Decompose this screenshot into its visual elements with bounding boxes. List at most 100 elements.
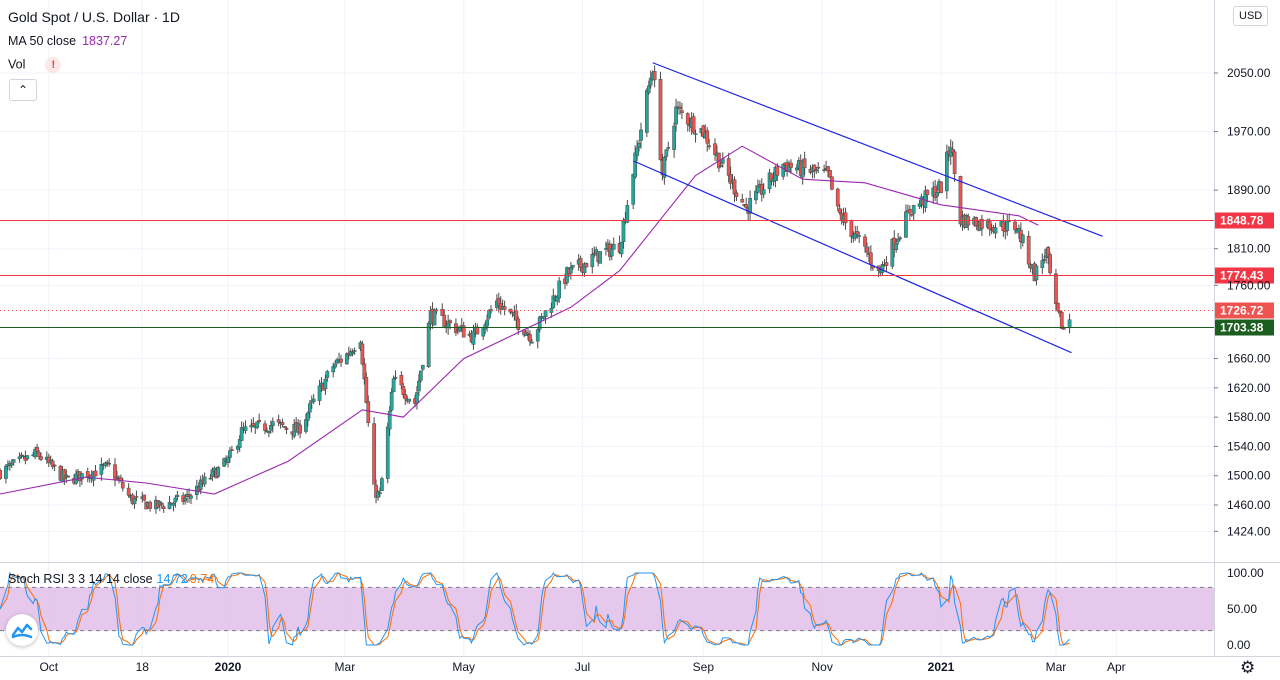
candle[interactable]: [904, 211, 908, 238]
candle[interactable]: [648, 77, 653, 86]
candle[interactable]: [1034, 265, 1039, 281]
candle[interactable]: [9, 463, 14, 466]
candle[interactable]: [734, 192, 739, 197]
candle[interactable]: [635, 147, 639, 156]
candle[interactable]: [311, 398, 316, 403]
candle[interactable]: [748, 197, 752, 214]
candle[interactable]: [726, 158, 731, 176]
candle[interactable]: [471, 331, 476, 345]
ma-legend[interactable]: MA 50 close 1837.27: [8, 34, 127, 48]
candle[interactable]: [142, 494, 147, 501]
candle[interactable]: [1059, 312, 1064, 329]
candle[interactable]: [372, 423, 376, 485]
candle[interactable]: [907, 208, 912, 214]
candle[interactable]: [183, 498, 187, 501]
candle[interactable]: [257, 419, 262, 422]
stoch-rsi-pane[interactable]: [0, 562, 1280, 646]
candle[interactable]: [662, 156, 667, 178]
candle[interactable]: [1042, 259, 1047, 261]
stoch-rsi-legend[interactable]: Stoch RSI 3 3 14 14 close 14.72 9.74: [8, 572, 214, 586]
candle[interactable]: [980, 218, 984, 229]
candle[interactable]: [1067, 319, 1072, 328]
candle[interactable]: [528, 334, 532, 342]
candle[interactable]: [884, 262, 889, 266]
candle[interactable]: [611, 243, 616, 250]
candle[interactable]: [161, 506, 166, 509]
candle[interactable]: [243, 426, 248, 431]
candle[interactable]: [298, 424, 302, 434]
candle[interactable]: [993, 227, 998, 234]
candle[interactable]: [167, 502, 172, 510]
candle[interactable]: [120, 482, 125, 489]
candle[interactable]: [909, 213, 914, 216]
candle[interactable]: [631, 174, 636, 205]
candle[interactable]: [1054, 273, 1058, 305]
candle[interactable]: [761, 189, 766, 195]
candle[interactable]: [1013, 221, 1017, 231]
candle[interactable]: [1026, 235, 1031, 265]
candle[interactable]: [637, 142, 641, 148]
candle[interactable]: [380, 478, 384, 491]
vol-legend[interactable]: Vol!: [8, 57, 62, 73]
candle[interactable]: [378, 492, 382, 494]
collapse-legend-button[interactable]: ⌃: [9, 79, 37, 101]
candle[interactable]: [539, 316, 544, 319]
candle[interactable]: [228, 450, 232, 458]
candle[interactable]: [33, 448, 37, 458]
candle[interactable]: [339, 358, 343, 363]
candle[interactable]: [828, 170, 832, 178]
candle[interactable]: [543, 310, 548, 317]
candle[interactable]: [987, 221, 992, 230]
candle[interactable]: [526, 332, 530, 335]
candle[interactable]: [306, 412, 310, 421]
candle[interactable]: [1061, 328, 1066, 330]
candle[interactable]: [270, 421, 275, 427]
candle[interactable]: [202, 476, 207, 485]
candle[interactable]: [407, 398, 412, 402]
candle[interactable]: [584, 263, 589, 268]
candle[interactable]: [417, 380, 421, 392]
candle[interactable]: [267, 431, 271, 434]
candle[interactable]: [609, 248, 614, 257]
trend-channel-line[interactable]: [632, 160, 1072, 354]
candle[interactable]: [658, 79, 663, 160]
candle[interactable]: [857, 235, 862, 237]
candle[interactable]: [680, 110, 684, 113]
candle[interactable]: [107, 462, 112, 465]
candle[interactable]: [633, 152, 638, 178]
candle[interactable]: [226, 457, 230, 464]
candle[interactable]: [582, 263, 587, 274]
candle[interactable]: [331, 366, 336, 373]
candle[interactable]: [175, 494, 180, 497]
candle[interactable]: [432, 309, 437, 326]
candle[interactable]: [826, 166, 830, 172]
candle[interactable]: [598, 251, 602, 264]
candle[interactable]: [454, 323, 458, 333]
candle[interactable]: [251, 422, 256, 427]
candle[interactable]: [333, 363, 337, 368]
candle[interactable]: [685, 113, 690, 125]
candle[interactable]: [822, 169, 826, 171]
candle[interactable]: [376, 491, 380, 498]
candle[interactable]: [1056, 302, 1060, 311]
candle[interactable]: [0, 469, 2, 479]
candle[interactable]: [263, 423, 267, 431]
candle[interactable]: [362, 363, 367, 380]
candle[interactable]: [282, 426, 287, 428]
candle[interactable]: [1005, 220, 1010, 231]
candle[interactable]: [389, 391, 394, 411]
candle[interactable]: [551, 295, 556, 309]
candle[interactable]: [387, 410, 392, 430]
candle[interactable]: [625, 204, 630, 223]
candle[interactable]: [644, 90, 649, 133]
candle[interactable]: [911, 205, 916, 214]
candle[interactable]: [691, 116, 696, 133]
candle[interactable]: [705, 130, 710, 144]
candle[interactable]: [461, 325, 466, 338]
candle[interactable]: [865, 247, 869, 253]
candle[interactable]: [646, 85, 651, 93]
chart-title[interactable]: Gold Spot / U.S. Dollar · 1D: [8, 9, 180, 25]
candle[interactable]: [896, 238, 900, 242]
candle[interactable]: [802, 158, 807, 169]
